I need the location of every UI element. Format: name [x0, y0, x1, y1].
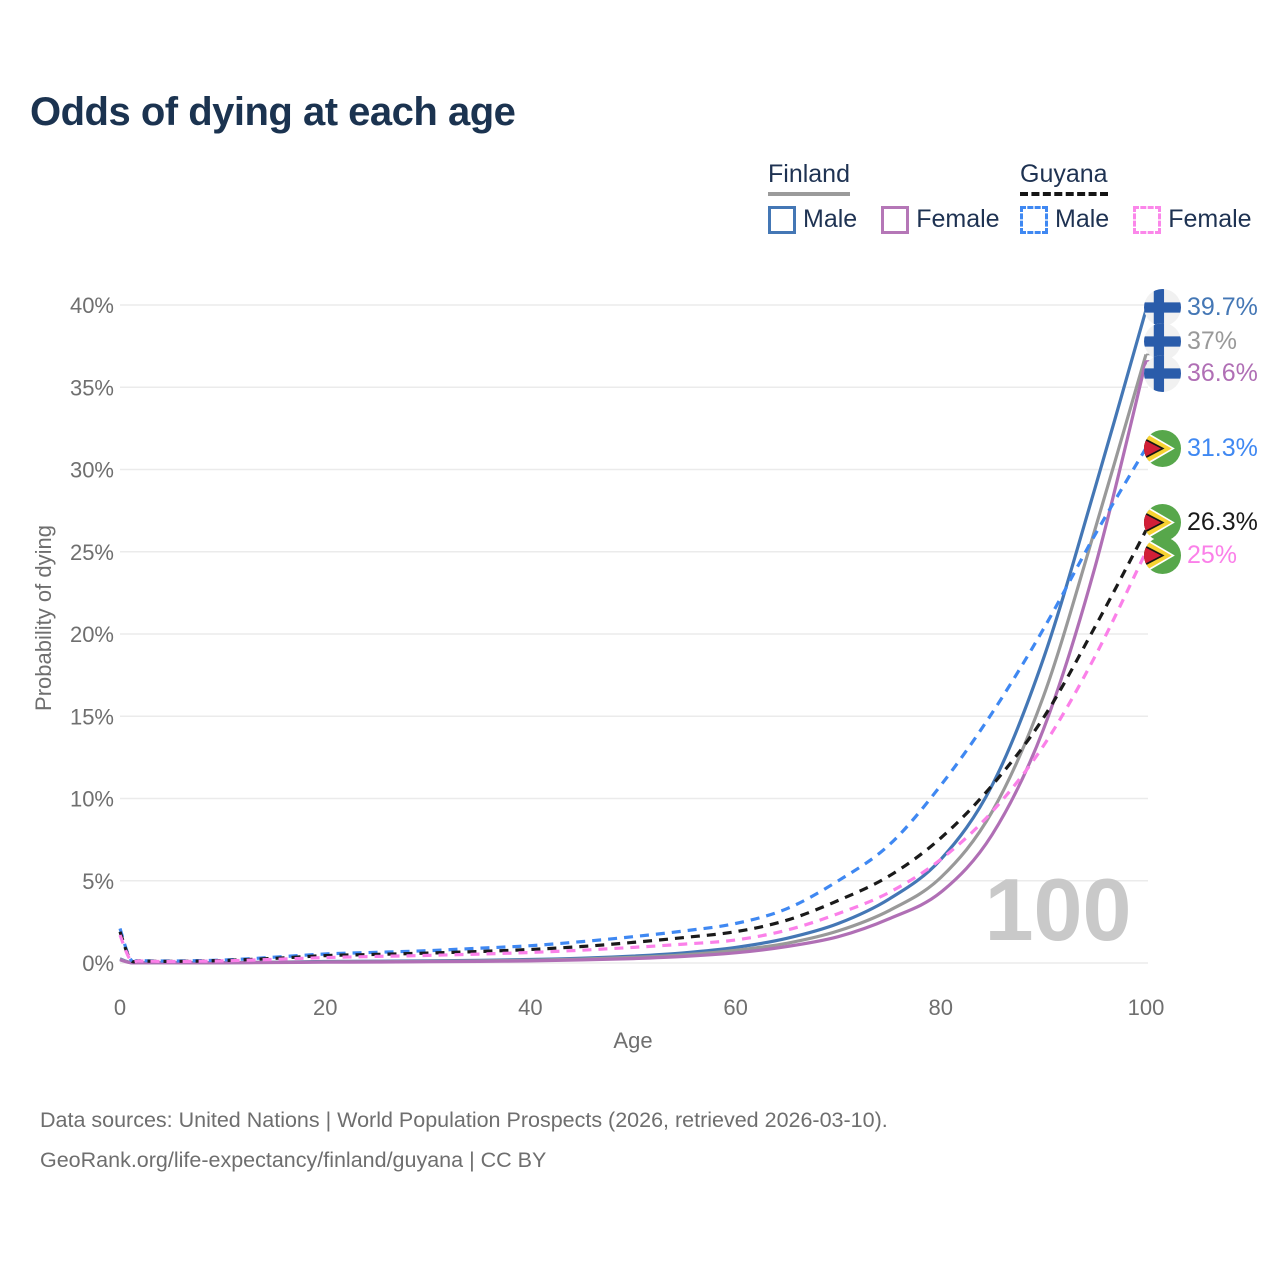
x-tick-label: 0 — [114, 995, 126, 1020]
x-tick-label: 40 — [518, 995, 542, 1020]
legend-item-finland-male[interactable]: Male — [768, 205, 857, 234]
legend-item-guyana-male[interactable]: Male — [1020, 205, 1109, 234]
legend-item-label: Male — [1055, 205, 1110, 233]
end-label-value: 26.3% — [1187, 508, 1258, 536]
end-label-value: 39.7% — [1187, 293, 1258, 321]
series-line-guyana-female[interactable] — [118, 551, 1148, 964]
legend-item-guyana-female[interactable]: Female — [1133, 205, 1252, 234]
finland-flag-icon — [1144, 355, 1181, 392]
guyana-flag-icon — [1144, 430, 1181, 467]
end-label-guyana-both-sexes: 26.3% — [1144, 504, 1258, 541]
page-title: Odds of dying at each age — [30, 90, 516, 134]
end-label-finland-both-sexes: 37% — [1144, 323, 1237, 360]
legend-country-guyana: Guyana — [1020, 160, 1108, 196]
legend-item-label: Male — [803, 205, 858, 233]
y-tick-label: 25% — [70, 540, 114, 565]
x-axis-title: Age — [613, 1028, 653, 1053]
x-tick-label: 100 — [1128, 995, 1165, 1020]
end-label-value: 31.3% — [1187, 434, 1258, 462]
footer-source-line: Data sources: United Nations | World Pop… — [40, 1108, 888, 1132]
end-label-finland-female: 36.6% — [1144, 355, 1258, 392]
end-label-guyana-male: 31.3% — [1144, 430, 1258, 467]
finland-flag-icon — [1144, 289, 1181, 326]
end-label-value: 37% — [1187, 327, 1238, 355]
y-tick-label: 30% — [70, 458, 114, 483]
series-line-finland-female[interactable] — [119, 360, 1148, 965]
x-tick-label: 20 — [313, 995, 337, 1020]
end-label-guyana-female: 25% — [1144, 537, 1237, 574]
y-tick-label: 5% — [82, 869, 114, 894]
hover-age-watermark: 100 — [985, 860, 1132, 959]
guyana-flag-icon — [1144, 537, 1181, 574]
finland-male-swatch-icon — [768, 205, 796, 234]
x-tick-label: 60 — [723, 995, 747, 1020]
y-tick-label: 40% — [70, 293, 114, 318]
end-label-value: 25% — [1187, 541, 1238, 569]
series-line-guyana-male[interactable] — [118, 447, 1148, 964]
footer-url-line: GeoRank.org/life-expectancy/finland/guya… — [40, 1148, 547, 1172]
guyana-male-swatch-icon — [1020, 205, 1048, 234]
end-label-value: 36.6% — [1187, 359, 1258, 387]
y-tick-label: 15% — [70, 704, 114, 729]
y-tick-label: 20% — [70, 622, 114, 647]
legend-country-finland: Finland — [768, 160, 850, 196]
guyana-female-swatch-icon — [1133, 205, 1162, 234]
legend-item-label: Female — [916, 205, 1000, 233]
legend-group-finland: Finland Male Female — [768, 160, 1000, 234]
finland-female-swatch-icon — [881, 205, 910, 234]
y-tick-label: 10% — [70, 787, 114, 812]
legend-group-guyana: Guyana Male Female — [1020, 160, 1252, 234]
x-tick-label: 80 — [929, 995, 953, 1020]
finland-flag-icon — [1144, 323, 1181, 360]
y-tick-label: 35% — [70, 375, 114, 400]
chart-plot-area[interactable]: 0% 5% 10% 15% 20% 25% 30% 35% 40% 0 20 40 60 80 100 100 — [0, 0, 1280, 1080]
legend-item-label: Female — [1168, 205, 1252, 233]
y-tick-label: 0% — [82, 951, 114, 976]
end-label-finland-male: 39.7% — [1144, 289, 1258, 326]
legend-item-finland-female[interactable]: Female — [881, 205, 1000, 234]
guyana-flag-icon — [1144, 504, 1181, 541]
